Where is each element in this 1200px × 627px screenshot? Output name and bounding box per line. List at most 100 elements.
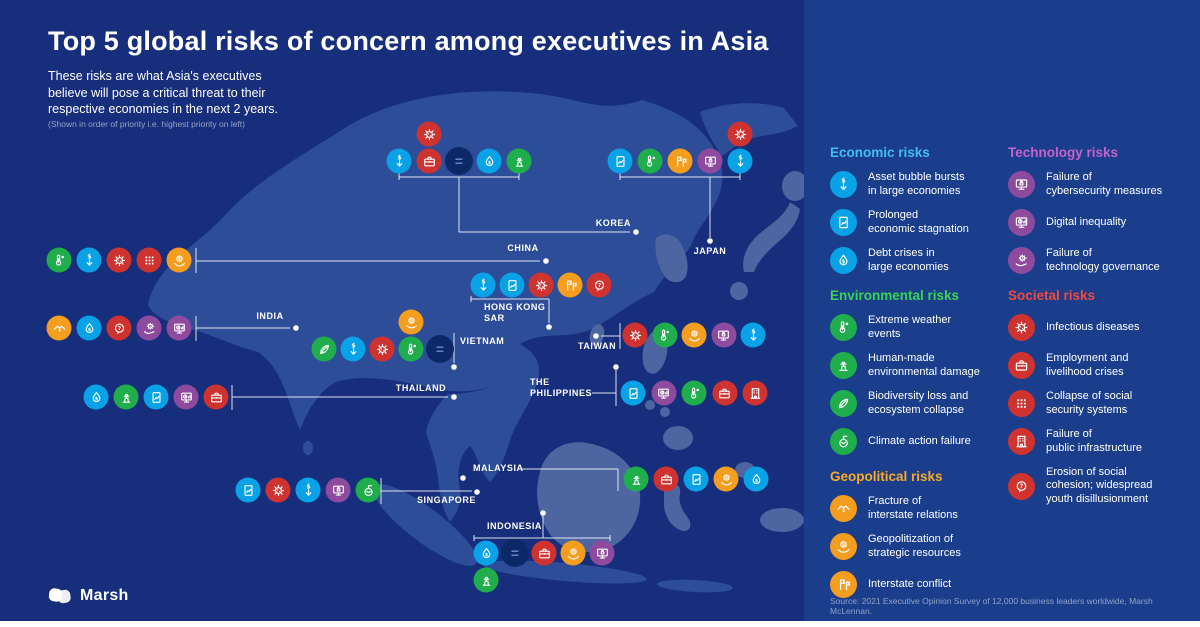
map-label-korea: KOREA [595, 218, 631, 228]
monitor-chart-icon [171, 320, 187, 336]
legend-header-technology: Technology risks [1008, 145, 1119, 160]
visayas-shape-1 [645, 400, 655, 410]
location-dot [546, 324, 552, 330]
risk-chip-geopolitization: $ [166, 247, 192, 273]
thermometer-sun-icon [830, 314, 857, 341]
risk-chip-extreme-weather [637, 148, 663, 174]
map-label-indonesia: INDONESIA [487, 521, 542, 531]
monitor-chart-icon [1008, 209, 1035, 236]
legend-label-social-security-collapse: Collapse of social security systems [1046, 390, 1133, 416]
legend-label-interstate-fracture: Fracture of interstate relations [868, 495, 958, 521]
risk-chip-debt-crises: $ [476, 148, 502, 174]
dollar-droplet-icon: $ [88, 389, 104, 405]
legend-panel [804, 0, 1200, 621]
risk-chip-social-cohesion-erosion: ? [106, 315, 132, 341]
virus-icon [421, 126, 437, 142]
industrial-pump-icon [511, 153, 527, 169]
risk-chip-asset-bubble: $ [727, 148, 753, 174]
svg-text:$: $ [306, 483, 310, 490]
virus-icon [111, 252, 127, 268]
page-title: Top 5 global risks of concern among exec… [48, 26, 769, 56]
risk-chip-debt-crises: $ [83, 384, 109, 410]
legend-item-geopolitization: $ Geopolitization of strategic resources [830, 533, 1002, 560]
risk-chip-asset-bubble: $ [740, 322, 766, 348]
location-dot [474, 489, 480, 495]
industrial-pump-icon [478, 572, 494, 588]
hands-globe-icon: $ [830, 533, 857, 560]
map-label-japan: JAPAN [693, 246, 727, 256]
dollar-droplet-icon: $ [81, 320, 97, 336]
thermometer-sun-icon [51, 252, 67, 268]
location-dot [707, 238, 713, 244]
legend-label-geopolitization: Geopolitization of strategic resources [868, 533, 961, 559]
location-dot [543, 258, 549, 264]
legend-label-debt-crises: Debt crises in large economies [868, 247, 949, 273]
risk-chip-geopolitization: $ [681, 322, 707, 348]
risk-chip-asset-bubble: $ [470, 272, 496, 298]
risk-chip-asset-bubble: $ [295, 477, 321, 503]
flags-icon [830, 571, 857, 598]
legend-header-geopolitical: Geopolitical risks [830, 469, 943, 484]
virus-icon [374, 341, 390, 357]
legend-label-employment-crises: Employment and livelihood crises [1046, 352, 1129, 378]
legend-label-infectious-diseases: Infectious diseases [1046, 320, 1140, 333]
kyushu-shape [730, 282, 748, 300]
briefcase-icon [421, 153, 437, 169]
sri-lanka-shape [303, 441, 313, 455]
equal-priority-icon: = [426, 335, 454, 363]
korea-shape [655, 234, 688, 283]
risk-chip-climate-action-failure [355, 477, 381, 503]
location-dot [613, 364, 619, 370]
risk-chip-extreme-weather [652, 322, 677, 348]
flags-icon [562, 277, 578, 293]
risk-chip-cybersecurity-failure [325, 477, 351, 503]
risk-chip-economic-stagnation [607, 148, 633, 174]
dollar-decline-icon: $ [391, 153, 407, 169]
svg-text:?: ? [117, 326, 120, 332]
lesser-sunda-shape [657, 579, 733, 593]
risk-chip-geopolitization: $ [560, 540, 586, 566]
risk-chip-infectious-diseases [265, 477, 291, 503]
dollar-droplet-icon: $ [478, 545, 494, 561]
legend-label-climate-action-failure: Climate action failure [868, 434, 971, 447]
dollar-droplet-icon: $ [830, 247, 857, 274]
risk-chip-geopolitization: $ [398, 309, 424, 335]
legend-label-extreme-weather: Extreme weather events [868, 314, 952, 340]
hands-globe-icon: $ [718, 471, 734, 487]
mindanao-shape [663, 426, 693, 450]
legend-item-asset-bubble: $ Asset bubble bursts in large economies [830, 171, 1002, 198]
risk-chip-social-cohesion-erosion: ? [586, 272, 612, 298]
gear-hand-icon [1008, 247, 1035, 274]
legend-item-human-made-environmental-damage: Human-made environmental damage [830, 352, 1002, 379]
svg-text:$: $ [692, 331, 695, 337]
sprout-globe-icon [830, 428, 857, 455]
legend-section-economic: Economic risks $ Asset bubble bursts in la… [830, 145, 1002, 274]
risk-chip-interstate-fracture [46, 315, 72, 341]
monitor-lock-icon [594, 545, 610, 561]
legend-item-economic-stagnation: Prolonged economic stagnation [830, 209, 1002, 236]
head-question-icon: ? [591, 277, 607, 293]
risk-chip-economic-stagnation [620, 380, 646, 406]
source-attribution: Source: 2021 Executive Opinion Survey of… [830, 596, 1153, 616]
svg-text:$: $ [484, 552, 487, 558]
svg-text:$: $ [842, 542, 845, 548]
briefcase-icon [658, 471, 674, 487]
indochina-malay-shape [426, 344, 540, 522]
risk-chip-debt-crises: $ [76, 315, 102, 341]
dots-grid-icon [141, 252, 157, 268]
risk-chip-social-security-collapse [136, 247, 162, 273]
risk-chip-extreme-weather [681, 380, 707, 406]
thermometer-sun-icon [686, 385, 702, 401]
risk-chip-infectious-diseases [622, 322, 648, 348]
equal-priority-icon: = [445, 147, 473, 175]
priority-note: (Shown in order of priority i.e. highest… [48, 119, 246, 129]
monitor-lock-icon [702, 153, 718, 169]
legend-label-biodiversity-loss: Biodiversity loss and ecosystem collapse [868, 390, 969, 416]
honshu-shape [743, 202, 800, 272]
legend-item-social-cohesion-erosion: ? Erosion of social cohesion; widespread … [1008, 466, 1194, 506]
document-chart-icon [148, 389, 164, 405]
risk-chip-asset-bubble: $ [340, 336, 366, 362]
thermometer-sun-icon [642, 153, 658, 169]
flags-icon [672, 153, 688, 169]
papua-shape [760, 508, 804, 532]
